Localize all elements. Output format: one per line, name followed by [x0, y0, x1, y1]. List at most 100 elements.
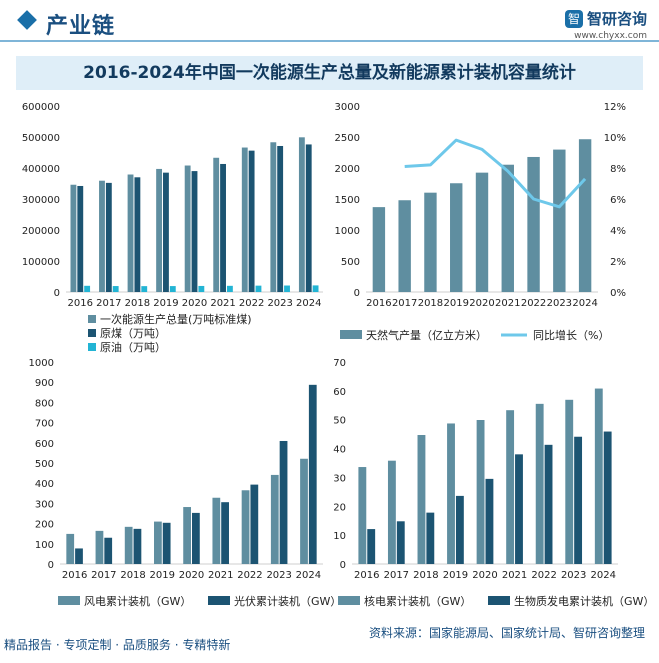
x-tick-label: 2020 [179, 570, 204, 581]
x-tick-label: 2017 [392, 298, 417, 309]
bar [284, 285, 290, 292]
bar [212, 497, 221, 564]
bar [156, 168, 163, 292]
x-tick-label: 2019 [153, 298, 178, 309]
bar [66, 533, 75, 564]
bar [99, 180, 105, 292]
y-tick-label: 300 [35, 499, 54, 510]
x-tick-label: 2022 [531, 570, 556, 581]
bar [133, 528, 142, 564]
x-tick-label: 2020 [182, 298, 207, 309]
bar [553, 149, 566, 292]
legend-label: 原油（万吨） [100, 340, 166, 354]
x-tick-label: 2023 [266, 570, 291, 581]
y-tick-label: 400000 [22, 164, 60, 175]
x-tick-label: 2022 [237, 570, 262, 581]
bar [70, 184, 77, 292]
bar [220, 163, 226, 292]
brand: 智智研咨询 www.chyxx.com [564, 8, 647, 41]
bar [191, 171, 198, 292]
bar [358, 467, 367, 564]
bar [450, 183, 463, 292]
y-tick-label: 1000 [335, 226, 360, 237]
y-tick-label: 70 [333, 358, 346, 369]
legend-label: 一次能源生产总量(万吨标准煤) [100, 312, 252, 326]
x-tick-label: 2019 [443, 298, 468, 309]
footer-slogan: 精品报告 · 专项定制 · 品质服务 · 专精特新 [4, 638, 231, 652]
footer-source: 资料来源：国家能源局、国家统计局、智研咨询整理 [368, 626, 645, 640]
y-tick-label: 600 [35, 439, 54, 450]
bar [501, 164, 514, 292]
bar [308, 384, 317, 564]
y-tick-label: 500 [341, 257, 360, 268]
bar [154, 521, 162, 564]
y-tick-label: 200000 [22, 226, 60, 237]
bar [417, 435, 426, 564]
x-tick-label: 2024 [572, 298, 597, 309]
bar [455, 495, 464, 564]
y-tick-label: 0 [340, 560, 346, 571]
y2-tick-label: 10% [604, 133, 626, 144]
x-tick-label: 2018 [125, 298, 150, 309]
bar [372, 207, 386, 292]
bar [77, 185, 84, 292]
bar [424, 192, 437, 292]
x-tick-label: 2021 [208, 570, 233, 581]
bar [221, 502, 229, 564]
x-tick-label: 2022 [521, 298, 546, 309]
bar [515, 454, 523, 564]
legend-label: 核电累计装机（GW） [364, 594, 471, 608]
bar [300, 458, 308, 564]
bar [104, 537, 113, 564]
bar [578, 139, 592, 292]
line-series [404, 138, 587, 209]
x-tick-label: 2016 [366, 298, 391, 309]
x-tick-label: 2024 [296, 570, 321, 581]
x-tick-label: 2020 [472, 570, 497, 581]
chart-title: 2016-2024年中国一次能源生产总量及新能源累计装机容量统计 [16, 56, 643, 90]
bar [574, 436, 583, 564]
x-tick-label: 2019 [443, 570, 468, 581]
bar [426, 512, 435, 564]
legend-swatch [208, 596, 230, 605]
bar [241, 147, 248, 292]
y-tick-label: 1500 [335, 195, 360, 206]
y-tick-label: 10 [333, 531, 346, 542]
bar [312, 285, 319, 292]
bar [162, 522, 171, 564]
x-tick-label: 2023 [267, 298, 292, 309]
x-tick-label: 2019 [150, 570, 175, 581]
legend-label: 光伏累计装机（GW） [234, 594, 341, 608]
bar [84, 285, 91, 292]
bar [476, 420, 485, 564]
y-tick-label: 0 [354, 288, 360, 299]
bar [527, 156, 540, 292]
y-tick-label: 500 [35, 459, 54, 470]
bar [75, 548, 83, 564]
y-tick-label: 0 [48, 560, 54, 571]
y-tick-label: 100000 [22, 257, 60, 268]
bar [241, 490, 250, 564]
bar [298, 137, 305, 292]
y2-tick-label: 4% [610, 226, 626, 237]
x-tick-label: 2021 [210, 298, 235, 309]
bar [279, 440, 288, 564]
x-tick-label: 2024 [590, 570, 615, 581]
bar [124, 526, 133, 564]
x-tick-label: 2017 [96, 298, 121, 309]
x-tick-label: 2024 [296, 298, 321, 309]
y-tick-label: 800 [35, 398, 54, 409]
bar [248, 150, 255, 292]
x-tick-label: 2023 [547, 298, 572, 309]
footer: 精品报告 · 专项定制 · 品质服务 · 专精特新 资料来源：国家能源局、国家统… [0, 626, 659, 663]
bar [603, 431, 612, 564]
y-tick-label: 700 [35, 419, 54, 430]
y-tick-label: 200 [35, 520, 54, 531]
x-tick-label: 2017 [384, 570, 409, 581]
bar [169, 286, 176, 292]
legend-swatch [338, 596, 360, 605]
bar [105, 182, 112, 292]
bar [198, 285, 205, 292]
bar [506, 410, 515, 564]
bar [127, 174, 134, 292]
